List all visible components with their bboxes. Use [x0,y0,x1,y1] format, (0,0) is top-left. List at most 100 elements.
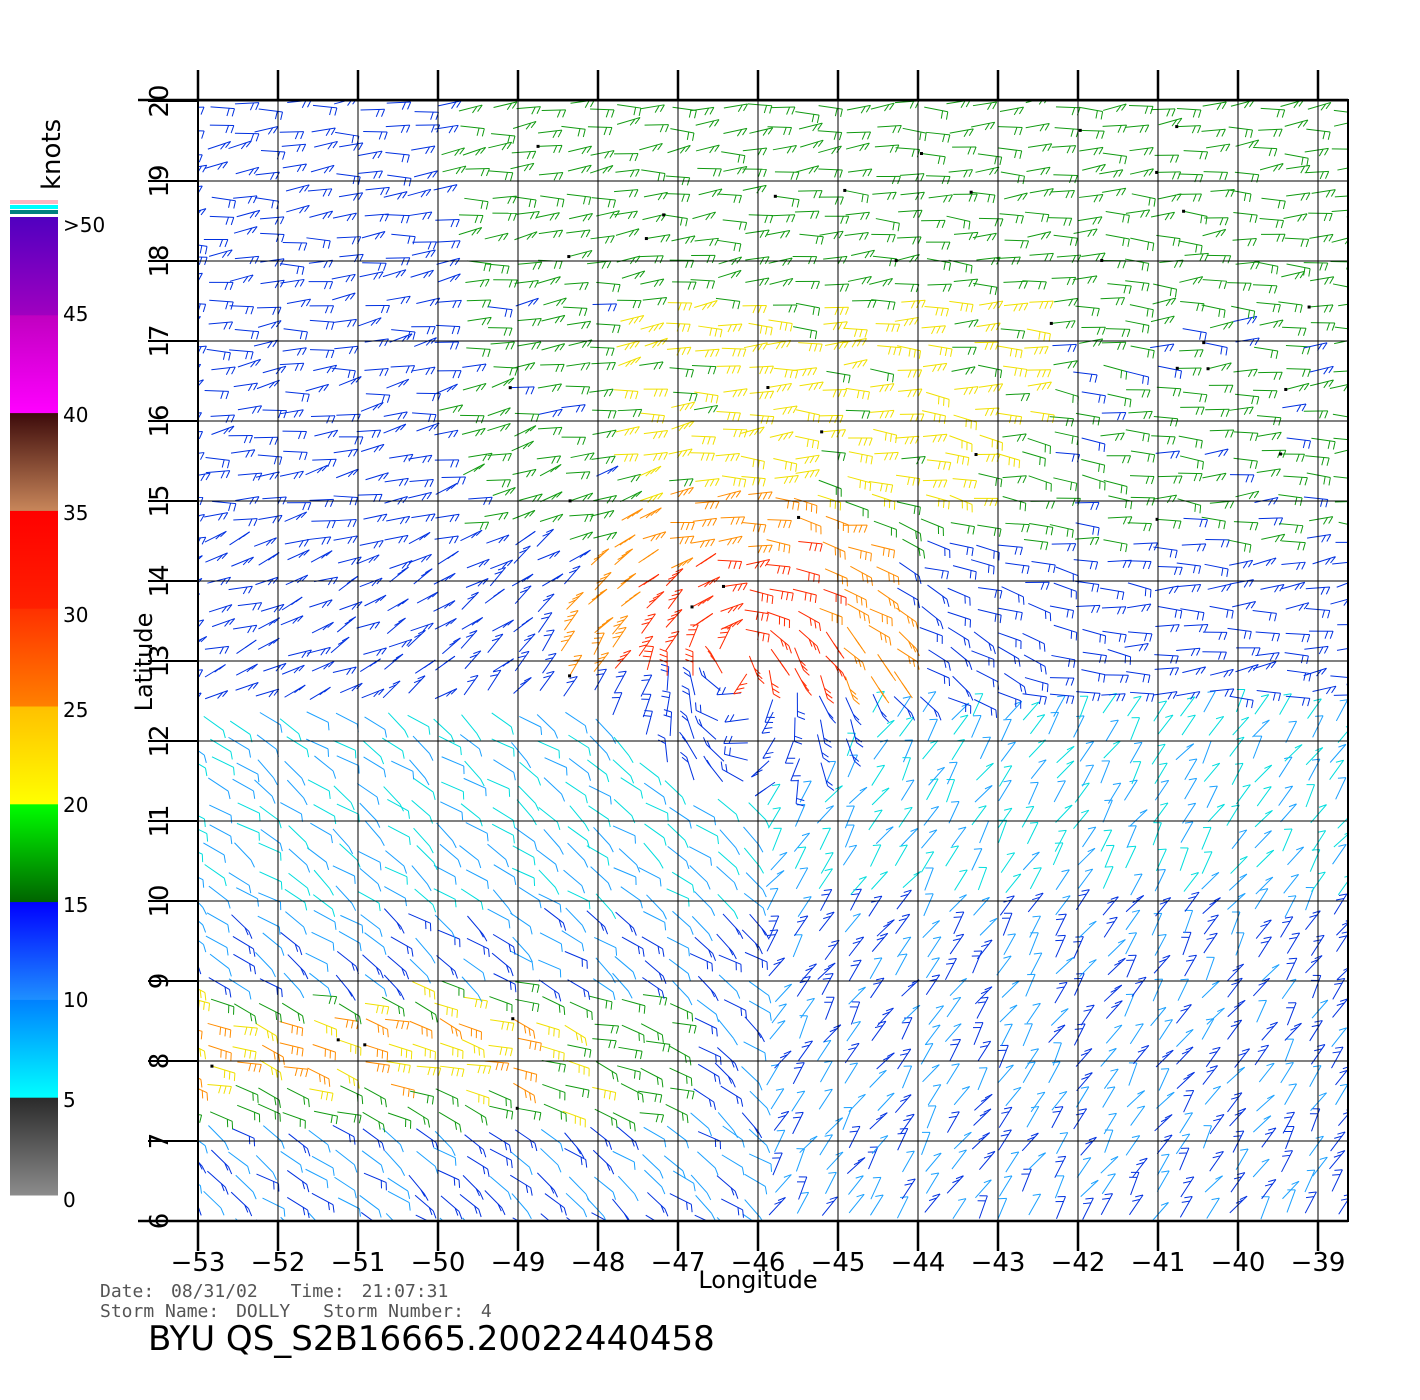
wind-barb [749,1090,771,1116]
wind-barb [1252,1158,1270,1178]
wind-barb [487,407,511,417]
wind-barb [487,778,511,797]
wind-barb [515,211,540,220]
wind-barb [639,1112,665,1123]
wind-barb [795,302,821,316]
wind-barb [591,1212,609,1221]
wind-barb [819,1134,833,1156]
wind-barb [1076,1072,1093,1092]
wind-barb [614,649,632,669]
wind-barb [258,617,280,630]
wind-barb [1073,715,1085,738]
wind-barb [198,536,207,545]
wind-barb [237,1061,262,1073]
wind-barb [870,102,895,112]
wind-barb [927,718,938,742]
wind-barb [1153,691,1178,700]
wind-barb [1180,1176,1195,1198]
wind-barb [1028,475,1052,492]
wind-barb [413,827,434,854]
wind-barb [844,1042,860,1064]
wind-barb [586,910,609,935]
wind-barb [1183,872,1199,892]
wind-barb [695,552,717,567]
wind-barb [1176,108,1202,118]
wind-barb [335,468,359,479]
wind-barb [774,474,799,485]
wind-barb [844,1062,859,1084]
wind-barb [1253,389,1278,399]
wind-barb [953,1086,971,1106]
wind-barb [784,740,796,764]
wind-barb [1332,843,1347,865]
wind-barb [720,516,746,525]
wind-barb [383,423,407,434]
wind-barb [437,1169,461,1188]
wind-barb [772,1152,783,1176]
wind-barb [1154,762,1168,784]
wind-barb [1079,193,1104,203]
wind-barb [486,479,511,488]
wind-barb [1175,1133,1191,1155]
wind-barb [1202,472,1227,482]
wind-barb [1227,1019,1243,1040]
wind-barb [796,1191,810,1214]
wind-barb [1029,188,1054,197]
wind-barb [309,1088,334,1102]
wind-barb [1226,1066,1246,1084]
wind-barb [587,126,613,136]
wind-barb [976,670,1000,690]
wind-barb [286,736,310,758]
wind-barb [797,515,822,535]
wind-barb [748,981,772,1004]
wind-barb [1305,784,1315,808]
wind-barb [1284,237,1310,248]
wind-barb [924,305,949,317]
wind-barb [768,915,780,939]
wind-barb [565,907,587,933]
wind-barb [313,364,338,374]
wind-barb [1053,582,1077,600]
wind-barb [947,611,972,628]
wind-barb [435,324,461,335]
wind-barb [1002,475,1027,484]
wind-barb [229,720,253,743]
wind-barb [1202,740,1212,764]
wind-barb [257,759,278,786]
wind-barb [211,366,236,375]
wind-barb [1126,1090,1145,1108]
wind-barb [229,305,255,315]
wind-barb [614,670,627,693]
wind-barb [411,513,436,522]
wind-barb [234,255,260,265]
wind-barb [869,957,883,980]
wind-barb [799,233,824,245]
wind-barb [714,1062,736,1088]
wind-barb [311,660,335,672]
wind-barb [255,1023,279,1044]
wind-barb [900,827,919,846]
wind-barb [928,194,953,203]
wind-barb [1284,1126,1295,1150]
wind-barb [1229,736,1245,757]
wind-barb [569,531,594,541]
wind-barb [198,208,207,216]
wind-barb [748,655,765,684]
wind-barb [868,624,892,646]
wind-barb [871,871,888,890]
wind-barb [208,1125,230,1151]
y-tick-label: 13 [145,644,175,677]
wind-barb [770,851,788,871]
wind-barb [208,604,233,613]
wind-barb [1082,651,1107,664]
wind-barb [748,322,773,336]
wind-barb [970,559,995,575]
wind-barb [817,962,836,980]
wind-barb [1126,671,1151,684]
wind-barb [285,574,309,586]
wind-barb [894,316,920,327]
wind-barb [416,1065,442,1076]
wind-barb [436,955,458,979]
wind-barb [280,1151,303,1173]
wind-barb [210,1149,233,1175]
